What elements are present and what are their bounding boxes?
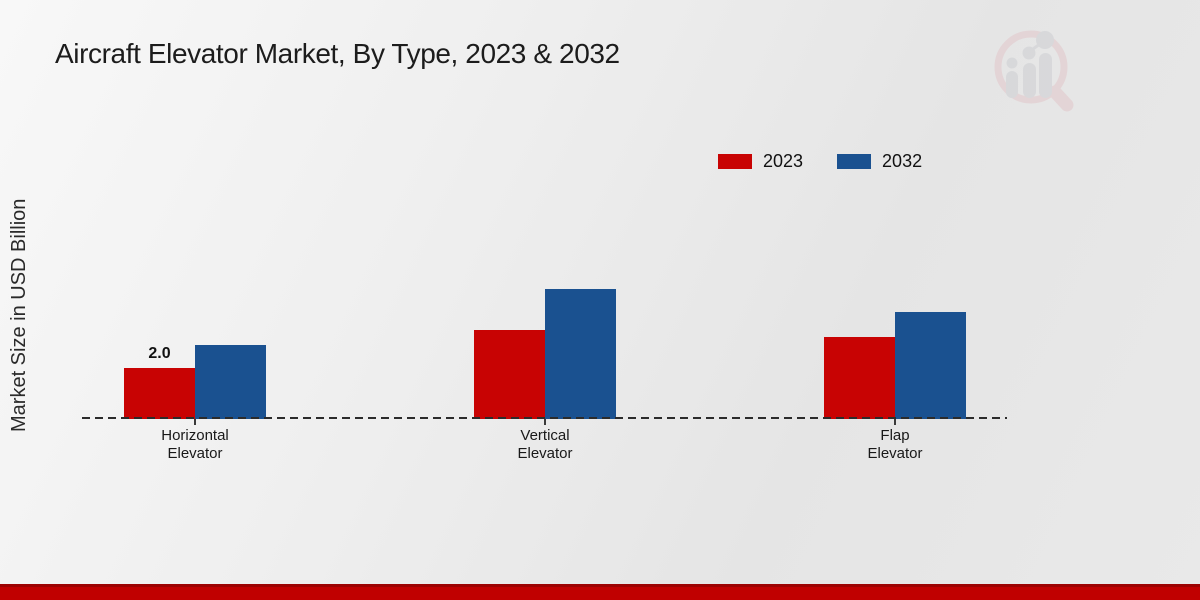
bar-value-label: 2.0 [148, 345, 171, 362]
x-axis-baseline [82, 417, 1007, 419]
x-axis-tick [194, 419, 196, 425]
legend-swatch-2032 [837, 154, 872, 169]
legend-label: 2032 [882, 151, 923, 171]
legend-item-2023: 2023 [718, 151, 803, 172]
magnifier-ring-icon [994, 30, 1068, 104]
legend-label: 2023 [763, 151, 804, 171]
chart-title: Aircraft Elevator Market, By Type, 2023 … [55, 38, 620, 69]
x-axis-tick [894, 419, 896, 425]
legend-swatch-2023 [718, 154, 752, 169]
legend: 2023 2032 [718, 151, 922, 172]
bar-2032-flap-elevator [895, 312, 966, 419]
bar-2023-horizontal-elevator [124, 368, 195, 419]
category-label: Horizontal Elevator [161, 427, 229, 462]
bar-2023-flap-elevator [824, 337, 895, 419]
magnifier-handle-icon [1048, 85, 1074, 112]
category-label: Vertical Elevator [517, 427, 573, 462]
bar-2032-horizontal-elevator [195, 345, 266, 419]
footer-band [0, 584, 1200, 600]
x-axis-tick [544, 419, 546, 425]
mrfr-logo-watermark [994, 30, 1074, 112]
category-label: Flap Elevator [867, 427, 923, 462]
legend-item-2032: 2032 [837, 151, 922, 172]
bar-people-icon [1006, 31, 1054, 98]
bar-2023-vertical-elevator [474, 330, 545, 419]
bar-2032-vertical-elevator [545, 289, 616, 419]
